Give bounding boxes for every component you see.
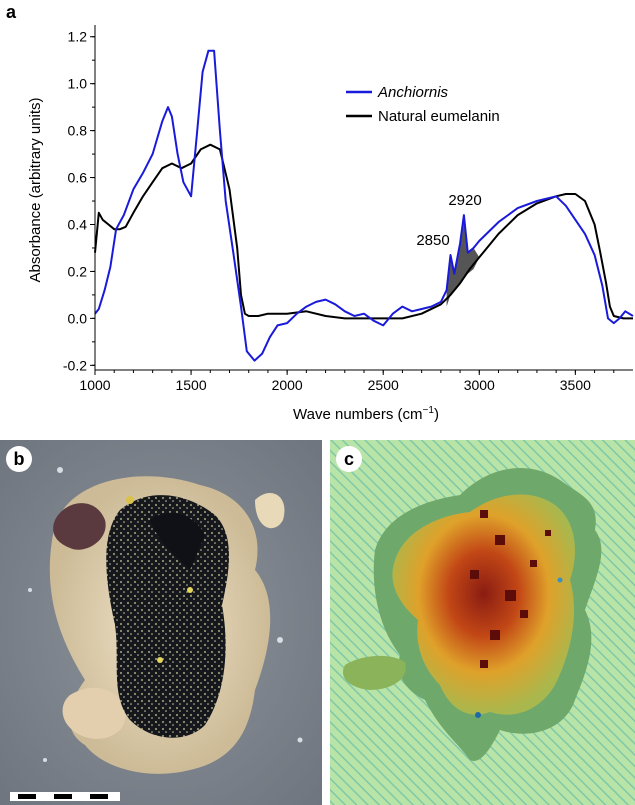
scale-bar-segment xyxy=(54,794,72,799)
y-tick-label: 0.8 xyxy=(68,123,88,139)
photo-panel-c: c xyxy=(330,440,635,805)
shaded-peak-area xyxy=(446,215,480,307)
x-axis-label-close: ) xyxy=(434,406,439,423)
plot-area xyxy=(94,49,634,362)
y-tick-label: 1.2 xyxy=(68,29,88,45)
x-tick-label: 1000 xyxy=(79,377,110,393)
y-axis-label: Absorbance (arbitrary units) xyxy=(27,97,44,282)
panel-letter-c: c xyxy=(336,446,362,472)
y-tick-label: 1.0 xyxy=(68,76,88,92)
scale-bar-segment xyxy=(90,794,108,799)
x-tick-label: 2500 xyxy=(368,377,399,393)
y-tick-label: -0.2 xyxy=(63,357,87,373)
scale-bar-segment xyxy=(18,794,36,799)
x-axis-label: Wave numbers (cm−1) xyxy=(293,405,439,423)
y-tick-label: 0.2 xyxy=(68,263,88,279)
legend-label-eumelanin: Natural eumelanin xyxy=(378,108,500,125)
x-axis-label-sup: −1 xyxy=(423,405,435,416)
legend-label-anchiornis: Anchiornis xyxy=(377,84,449,101)
y-tick-label: 0.4 xyxy=(68,216,88,232)
y-tick-label: 0.0 xyxy=(68,310,88,326)
microscope-photo xyxy=(0,440,322,805)
annotation-2850: 2850 xyxy=(416,232,449,249)
y-tick-label: 0.6 xyxy=(68,170,88,186)
panel-letter-a: a xyxy=(6,2,17,22)
series-line-eumelanin xyxy=(94,143,633,320)
legend: Anchiornis Natural eumelanin xyxy=(346,84,500,125)
annotation-2920: 2920 xyxy=(448,192,481,209)
panel-letter-b: b xyxy=(6,446,32,472)
photo-panel-b: b xyxy=(0,440,322,805)
ir-map-image xyxy=(330,440,635,805)
series-line-anchiornis xyxy=(94,49,634,362)
x-tick-label: 3000 xyxy=(464,377,495,393)
axes: -0.2 0.0 0.2 0.4 0.6 0.8 1.0 1.2 1000 1500 2000 250… xyxy=(63,25,633,393)
x-tick-label: 2000 xyxy=(272,377,303,393)
x-tick-label: 1500 xyxy=(175,377,206,393)
x-axis-label-main: Wave numbers (cm xyxy=(293,406,422,423)
x-tick-label: 3500 xyxy=(560,377,591,393)
spectrum-chart: a -0.2 0.0 0.2 0.4 0.6 0.8 1.0 1.2 1000 1500 2000 2… xyxy=(6,2,634,423)
